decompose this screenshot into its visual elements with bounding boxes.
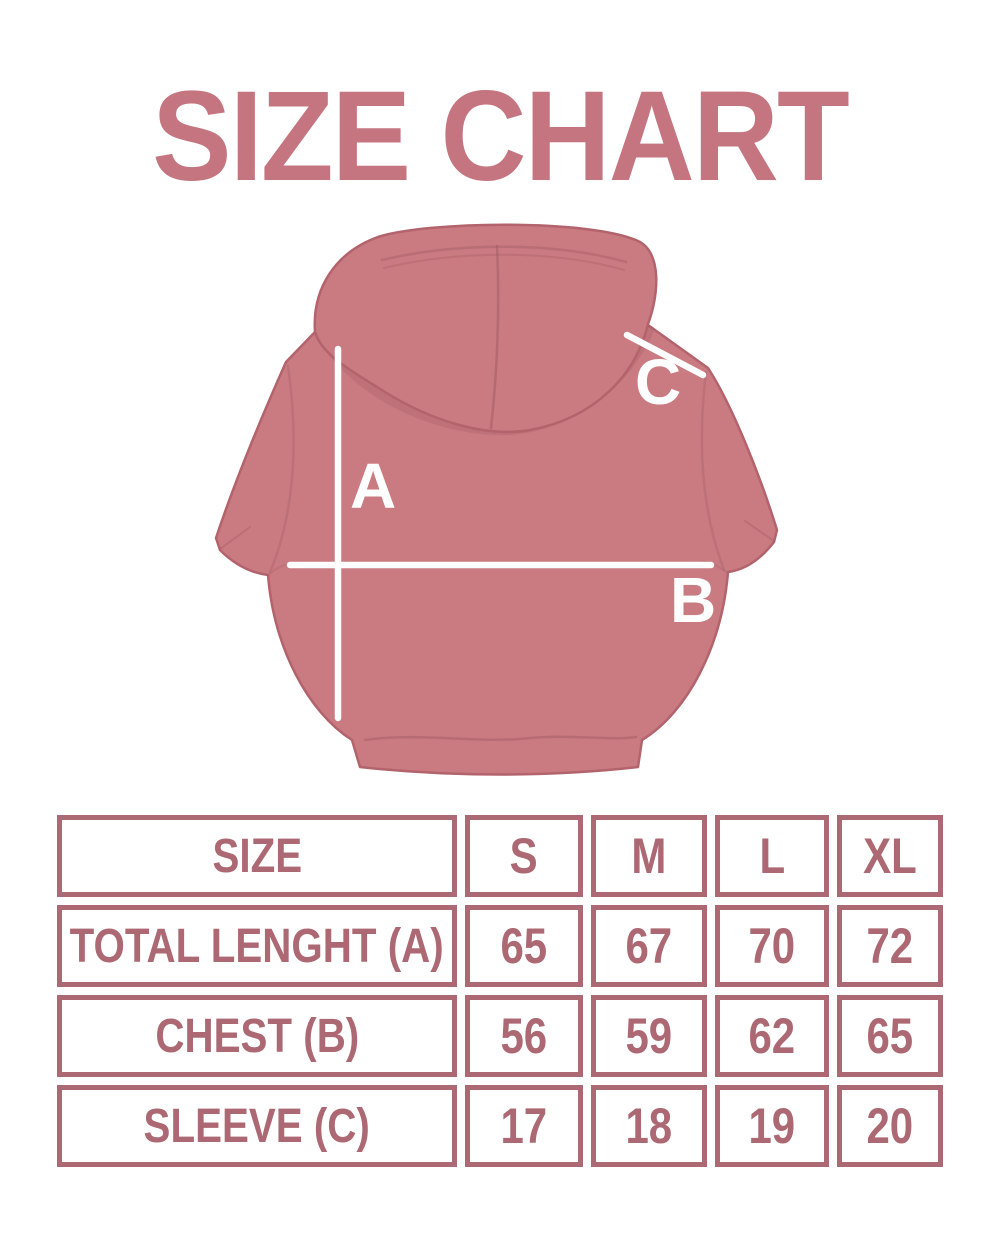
size-table: SIZE S M L XL TOTAL LENGHT (A) 65 67 70 … bbox=[57, 815, 943, 1167]
row-label-sleeve: SLEEVE (C) bbox=[57, 1085, 457, 1167]
right-cuff-crease bbox=[744, 520, 775, 542]
hood-shape bbox=[313, 223, 658, 434]
table-header-s: S bbox=[465, 815, 583, 897]
chest-s: 56 bbox=[465, 995, 583, 1077]
table-header-m: M bbox=[591, 815, 707, 897]
chest-xl: 65 bbox=[837, 995, 943, 1077]
row-label-chest: CHEST (B) bbox=[57, 995, 457, 1077]
hoodie-body-shape bbox=[214, 323, 779, 776]
chest-m: 59 bbox=[591, 995, 707, 1077]
sleeve-l: 19 bbox=[715, 1085, 829, 1167]
right-sleeve-seam bbox=[700, 370, 726, 572]
left-cuff-crease bbox=[219, 526, 251, 550]
total-length-l: 70 bbox=[715, 905, 829, 987]
measure-line-c bbox=[623, 331, 707, 379]
measurement-label-a: A bbox=[350, 450, 396, 522]
sleeve-xl: 20 bbox=[837, 1085, 943, 1167]
chest-l: 62 bbox=[715, 995, 829, 1077]
total-length-m: 67 bbox=[591, 905, 707, 987]
total-length-xl: 72 bbox=[837, 905, 943, 987]
hood-top-stitch-2 bbox=[383, 253, 625, 271]
table-header-size: SIZE bbox=[57, 815, 457, 897]
hem-stitch-seam bbox=[363, 735, 638, 742]
hood-center-seam bbox=[489, 244, 500, 430]
table-header-l: L bbox=[715, 815, 829, 897]
page-title-text: SIZE CHART bbox=[152, 65, 850, 208]
table-header-xl: XL bbox=[837, 815, 943, 897]
left-sleeve-seam bbox=[268, 364, 295, 574]
hoodie-illustration bbox=[214, 223, 779, 776]
measurement-label-b: B bbox=[670, 564, 716, 636]
hood-top-stitch bbox=[380, 245, 628, 264]
hoodie-diagram: A B C bbox=[214, 223, 779, 776]
sleeve-m: 18 bbox=[591, 1085, 707, 1167]
total-length-s: 65 bbox=[465, 905, 583, 987]
measurement-label-c: C bbox=[635, 346, 681, 418]
row-label-total-length: TOTAL LENGHT (A) bbox=[57, 905, 457, 987]
measurement-lines: A B C bbox=[286, 331, 716, 722]
page-title: SIZE CHART bbox=[0, 73, 1000, 201]
sleeve-s: 17 bbox=[465, 1085, 583, 1167]
